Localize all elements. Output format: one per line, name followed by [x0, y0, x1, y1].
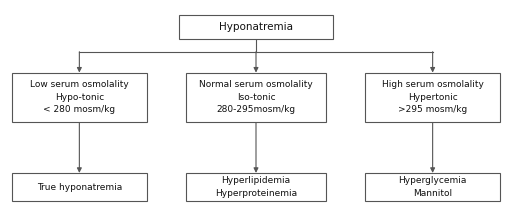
FancyBboxPatch shape [185, 173, 327, 201]
Text: Hyperglycemia
Mannitol: Hyperglycemia Mannitol [398, 176, 467, 198]
Text: Normal serum osmolality
Iso-tonic
280-295mosm/kg: Normal serum osmolality Iso-tonic 280-29… [199, 80, 313, 114]
Text: True hyponatremia: True hyponatremia [37, 182, 122, 192]
Text: Hyperlipidemia
Hyperproteinemia: Hyperlipidemia Hyperproteinemia [215, 176, 297, 198]
Text: High serum osmolality
Hypertonic
>295 mosm/kg: High serum osmolality Hypertonic >295 mo… [382, 80, 483, 114]
FancyBboxPatch shape [11, 73, 147, 122]
FancyBboxPatch shape [179, 15, 333, 39]
FancyBboxPatch shape [365, 173, 500, 201]
Text: Low serum osmolality
Hypo-tonic
< 280 mosm/kg: Low serum osmolality Hypo-tonic < 280 mo… [30, 80, 129, 114]
FancyBboxPatch shape [11, 173, 147, 201]
Text: Hyponatremia: Hyponatremia [219, 22, 293, 32]
FancyBboxPatch shape [365, 73, 500, 122]
FancyBboxPatch shape [185, 73, 327, 122]
